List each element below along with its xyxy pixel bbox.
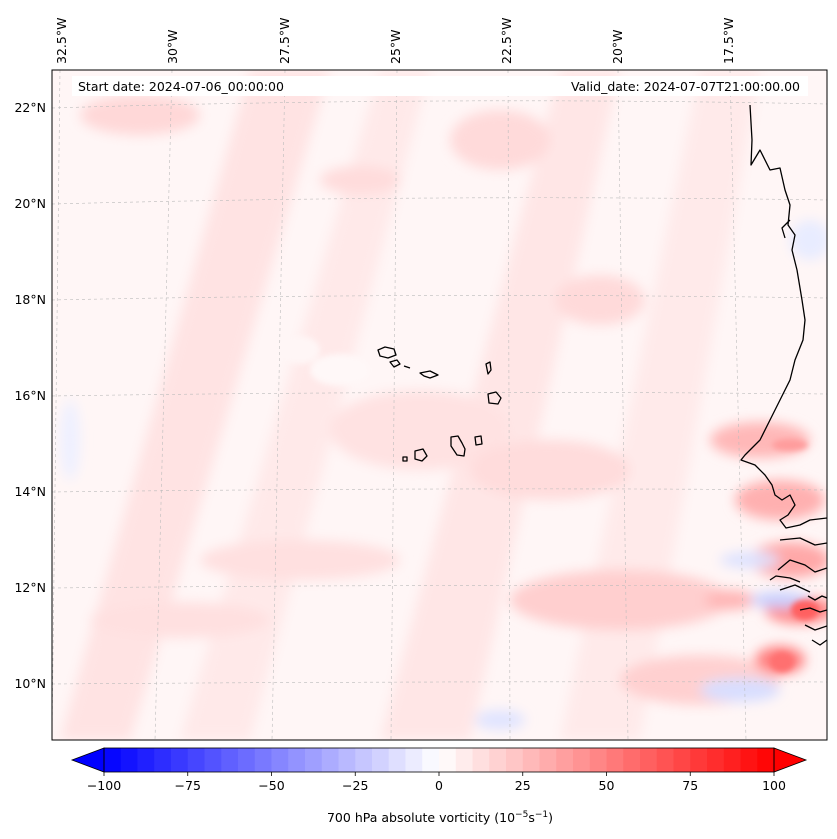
colorbar-bin — [573, 748, 591, 772]
colorbar-ticks: −100 −75 −50 −25 0 25 50 75 100 — [87, 772, 786, 793]
colorbar-bin — [589, 748, 607, 772]
colorbar-tick-label: −75 — [175, 778, 201, 793]
lon-label-25w: 25°W — [388, 29, 403, 64]
map-frame — [51, 69, 828, 741]
island-maio — [474, 435, 483, 446]
colorbar-bin — [707, 748, 725, 772]
colorbar-extend-max — [773, 747, 808, 773]
lat-label-12n: 12°N — [14, 580, 46, 595]
island-boa-vista — [487, 391, 502, 405]
colorbar-bin — [388, 748, 406, 772]
colorbar-label: 700 hPa absolute vorticity (10−5s−1) — [327, 810, 553, 825]
colorbar-bin — [723, 748, 741, 772]
lat-label-22n: 22°N — [14, 100, 46, 115]
island-santo-antao — [377, 346, 397, 359]
colorbar-bin — [623, 748, 641, 772]
lon-label-30w: 30°W — [165, 29, 180, 64]
colorbar-bin — [439, 748, 457, 772]
colorbar-bin — [254, 748, 272, 772]
colorbar-bin — [522, 748, 540, 772]
lon-label-32-5w: 32.5°W — [54, 18, 69, 64]
colorbar-bin — [271, 748, 289, 772]
colorbar-bin — [288, 748, 306, 772]
colorbar-tick-label: 0 — [435, 778, 443, 793]
colorbar-tick-label: −50 — [258, 778, 284, 793]
colorbar-tick-label: 50 — [599, 778, 615, 793]
colorbar-extend-min — [70, 747, 105, 773]
island-brava — [402, 456, 408, 462]
colorbar-bin — [405, 748, 423, 772]
vorticity-field — [60, 70, 827, 740]
colorbar-bin — [489, 748, 507, 772]
colorbar-bin — [472, 748, 490, 772]
colorbar-bin — [104, 748, 122, 772]
colorbar-bin — [338, 748, 356, 772]
colorbar-tick-label: 25 — [515, 778, 531, 793]
colorbar-bin — [221, 748, 239, 772]
valid-date-label: Valid_date: 2024-07-07T21:00:00.00 — [571, 79, 800, 94]
colorbar-bin — [656, 748, 674, 772]
start-date-label: Start date: 2024-07-06_00:00:00 — [78, 79, 284, 94]
colorbar-bin — [204, 748, 222, 772]
colorbar-tick-label: −25 — [342, 778, 368, 793]
colorbar-bin — [154, 748, 172, 772]
date-label-background — [72, 76, 808, 96]
colorbar-bin — [321, 748, 339, 772]
island-santiago — [450, 435, 466, 457]
lon-label-17-5w: 17.5°W — [721, 18, 736, 64]
island-sao-vicente — [389, 359, 401, 368]
island-santa-luzia — [403, 365, 411, 369]
colorbar-tick-label: 75 — [682, 778, 698, 793]
colorbar-bin — [171, 748, 189, 772]
lat-label-14n: 14°N — [14, 484, 46, 499]
island-sal — [485, 361, 492, 375]
colorbar-bin — [422, 748, 440, 772]
island-fogo — [414, 448, 428, 462]
map-panel: Start date: 2024-07-06_00:00:00 Valid_da… — [52, 70, 827, 740]
colorbar-tick-label: 100 — [762, 778, 786, 793]
colorbar-bin — [506, 748, 524, 772]
island-sao-nicolau — [419, 370, 439, 379]
colorbar-tick-label: −100 — [87, 778, 121, 793]
lat-label-20n: 20°N — [14, 196, 46, 211]
colorbar-bin — [640, 748, 658, 772]
colorbar-bin — [238, 748, 256, 772]
lat-label-16n: 16°N — [14, 388, 46, 403]
colorbar-bin — [606, 748, 624, 772]
lon-label-27-5w: 27.5°W — [277, 18, 292, 64]
colorbar-bin — [305, 748, 323, 772]
lat-label-10n: 10°N — [14, 676, 46, 691]
colorbar-bin — [539, 748, 557, 772]
longitude-labels: 32.5°W 30°W 27.5°W 25°W 22.5°W 20°W 17.5… — [54, 18, 736, 64]
colorbar-bin — [120, 748, 138, 772]
colorbar-bin — [757, 748, 775, 772]
colorbar-bin — [455, 748, 473, 772]
colorbar-bin — [137, 748, 155, 772]
lon-label-20w: 20°W — [610, 29, 625, 64]
colorbar-bin — [690, 748, 708, 772]
colorbar-bin — [673, 748, 691, 772]
gridlines — [52, 70, 827, 740]
colorbar-bin — [556, 748, 574, 772]
coastlines — [377, 104, 827, 646]
lat-label-18n: 18°N — [14, 292, 46, 307]
colorbar-bin — [740, 748, 758, 772]
lon-label-22-5w: 22.5°W — [499, 18, 514, 64]
africa-coastline — [740, 104, 827, 529]
colorbar — [70, 747, 808, 773]
colorbar-bin — [355, 748, 373, 772]
colorbar-bin — [372, 748, 390, 772]
latitude-labels: 22°N 20°N 18°N 16°N 14°N 12°N 10°N — [14, 100, 46, 691]
colorbar-bin — [187, 748, 205, 772]
